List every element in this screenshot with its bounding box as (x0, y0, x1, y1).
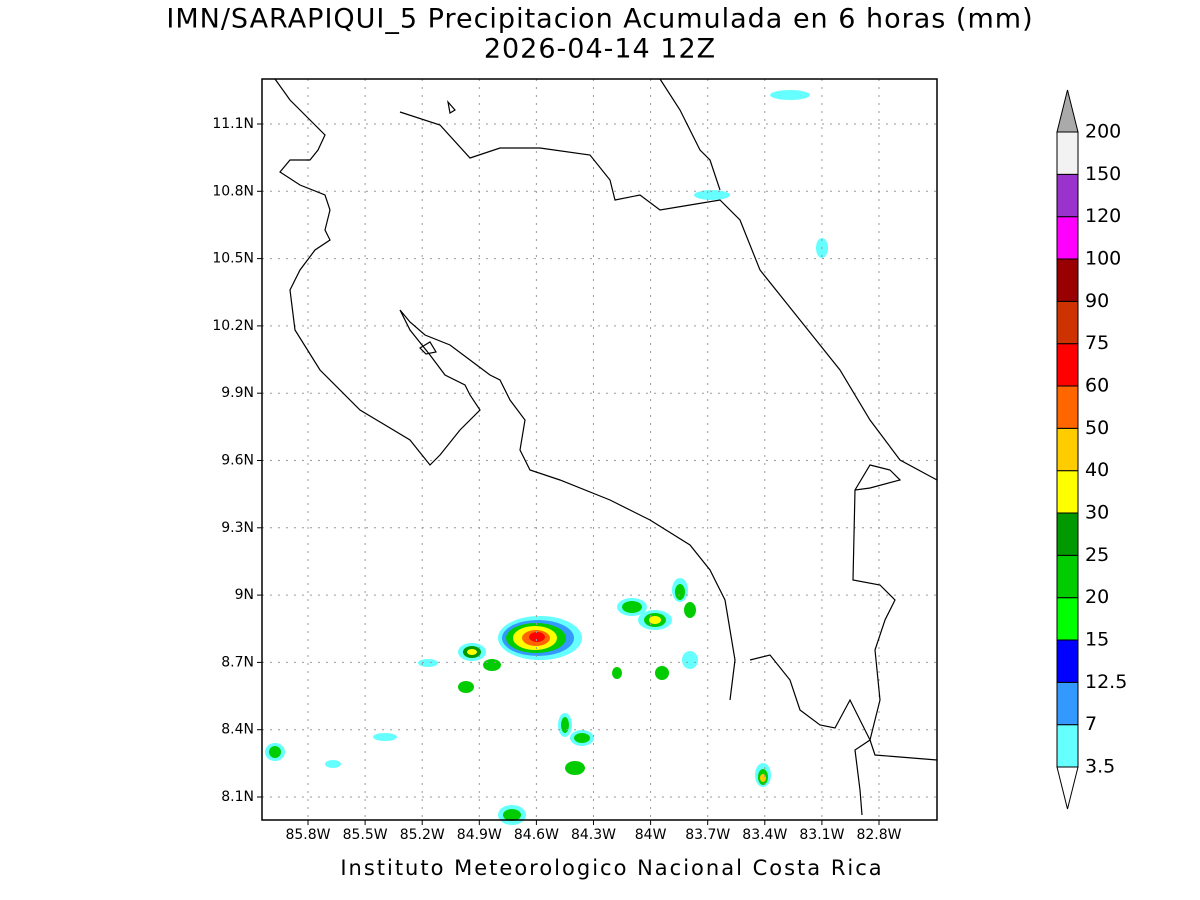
colorbar-label: 75 (1085, 332, 1109, 354)
x-tick-label: 84W (635, 827, 667, 843)
colorbar-label: 3.5 (1085, 756, 1115, 778)
y-tick-label: 9.3N (221, 520, 254, 536)
colorbar-segment (1056, 554, 1079, 599)
colorbar-label: 200 (1085, 121, 1121, 143)
coastline (274, 78, 938, 816)
colorbar-label: 150 (1085, 163, 1121, 185)
colorbar-segment (1056, 300, 1079, 345)
y-tick-label: 9.6N (221, 453, 254, 469)
colorbar-segment (1056, 639, 1079, 683)
colorbar-under (1056, 766, 1079, 810)
colorbar-over (1056, 89, 1079, 133)
precipitation-field (265, 90, 828, 825)
subtitle: 2026-04-14 12Z (484, 34, 716, 65)
colorbar-label: 12.5 (1085, 671, 1127, 693)
x-tick-label: 83.4W (742, 827, 787, 843)
colorbar-segment (1056, 512, 1079, 556)
footer: Instituto Meteorologico Nacional Costa R… (340, 856, 883, 880)
colorbar-label: 7 (1085, 713, 1097, 735)
x-tick-label: 85.2W (400, 827, 445, 843)
colorbar-segment (1056, 343, 1079, 387)
x-tick-label: 85.8W (285, 827, 330, 843)
y-tick-label: 10.2N (212, 318, 254, 334)
y-tick-label: 9.9N (221, 385, 254, 401)
y-tick-label: 8.1N (221, 789, 254, 805)
colorbar-segment (1056, 681, 1079, 726)
y-tick-label: 8.7N (221, 654, 254, 670)
colorbar-segment (1056, 597, 1079, 641)
x-tick-label: 83.1W (799, 827, 844, 843)
map-frame (261, 78, 938, 821)
x-tick-label: 84.9W (457, 827, 502, 843)
y-tick-label: 9N (235, 587, 254, 603)
x-tick-label: 84.3W (571, 827, 616, 843)
colorbar-segment (1056, 724, 1079, 768)
y-tick-label: 10.5N (212, 251, 254, 267)
colorbar-segment (1056, 131, 1079, 175)
colorbar: 3.5 7 12.5 15 20 25 30 40 50 60 75 90 100 120 150 200 (1056, 89, 1127, 810)
colorbar-label: 60 (1085, 375, 1109, 397)
x-tick-label: 83.7W (685, 827, 730, 843)
colorbar-label: 20 (1085, 586, 1109, 608)
colorbar-segment (1056, 385, 1079, 429)
colorbar-segment (1056, 216, 1079, 260)
colorbar-label: 120 (1085, 205, 1121, 227)
title: IMN/SARAPIQUI_5 Precipitacion Acumulada … (166, 4, 1033, 35)
x-tick-label: 84.6W (514, 827, 559, 843)
colorbar-segment (1056, 470, 1079, 514)
colorbar-label: 90 (1085, 290, 1109, 312)
y-tick-label: 11.1N (212, 116, 254, 132)
colorbar-label: 30 (1085, 502, 1109, 524)
colorbar-label: 50 (1085, 417, 1109, 439)
colorbar-label: 15 (1085, 629, 1109, 651)
colorbar-segment (1056, 173, 1079, 218)
colorbar-segment (1056, 258, 1079, 302)
y-tick-label: 10.8N (212, 183, 254, 199)
y-tick-label: 8.4N (221, 722, 254, 738)
colorbar-label: 25 (1085, 544, 1109, 566)
colorbar-label: 40 (1085, 459, 1109, 481)
x-tick-label: 82.8W (856, 827, 901, 843)
colorbar-segment (1056, 427, 1079, 472)
x-tick-label: 85.5W (343, 827, 388, 843)
colorbar-label: 100 (1085, 248, 1121, 270)
graticule (262, 79, 937, 820)
